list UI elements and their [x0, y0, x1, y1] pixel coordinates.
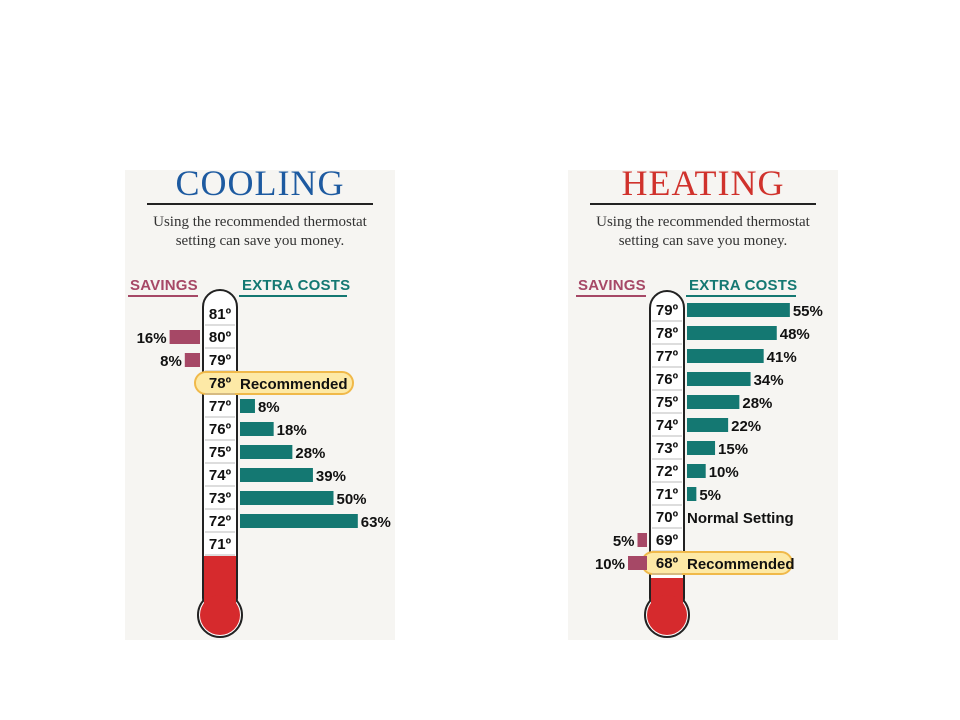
cooling-savings-header: SAVINGS: [130, 277, 198, 294]
heating-title-underline: [590, 203, 816, 205]
savings-bar: [637, 533, 647, 547]
extra-cost-bar: [240, 468, 313, 482]
temperature-label: 76º: [656, 371, 679, 388]
cooling-extra-underline: [239, 295, 347, 297]
temperature-label: 80º: [209, 329, 232, 346]
extra-cost-value: 22%: [731, 418, 761, 435]
temperature-label: 76º: [209, 421, 232, 438]
cooling-title-underline: [147, 203, 373, 205]
temperature-label: 78º: [656, 325, 679, 342]
extra-cost-value: 5%: [699, 487, 721, 504]
extra-cost-bar: [240, 399, 255, 413]
cooling-subtitle-line-1: Using the recommended thermostat: [153, 214, 367, 230]
extra-cost-bar: [687, 326, 777, 340]
temperature-label: 75º: [656, 394, 679, 411]
temperature-label: 72º: [656, 463, 679, 480]
extra-cost-bar: [687, 303, 790, 317]
temperature-label: 74º: [656, 417, 679, 434]
extra-cost-value: 55%: [793, 303, 823, 320]
temperature-label: 79º: [656, 302, 679, 319]
temperature-label: 74º: [209, 467, 232, 484]
temperature-label: 71º: [656, 486, 679, 503]
recommended-label: Recommended: [687, 556, 795, 573]
temperature-label: 71º: [209, 536, 232, 553]
cooling-title: COOLING: [175, 163, 345, 203]
temperature-label: 75º: [209, 444, 232, 461]
extra-cost-bar: [240, 491, 334, 505]
heating-subtitle: Using the recommended thermostat setting…: [568, 213, 838, 251]
cooling-panel: COOLING Using the recommended thermostat…: [125, 160, 395, 640]
temperature-label: 81º: [209, 306, 232, 323]
extra-cost-bar: [687, 441, 716, 455]
cooling-background: [125, 170, 395, 640]
temperature-label: 73º: [656, 440, 679, 457]
temperature-label: 73º: [209, 490, 232, 507]
heating-extra-underline: [686, 295, 796, 297]
savings-bar: [184, 353, 200, 367]
savings-value: 16%: [137, 330, 167, 347]
savings-bar: [628, 556, 647, 570]
extra-cost-value: 63%: [361, 514, 391, 531]
heating-title: HEATING: [621, 163, 785, 203]
extra-cost-bar: [687, 418, 729, 432]
extra-cost-bar: [240, 422, 274, 436]
heating-extra-header: EXTRA COSTS: [689, 277, 798, 294]
cooling-savings-underline: [128, 295, 198, 297]
heating-thermometer-chart: 79º 55% 78º 48% 77º 41% 76º 34% 75º 28% 74º 22% 73º 1…: [595, 290, 823, 638]
savings-bar: [169, 330, 200, 344]
extra-cost-bar: [687, 372, 751, 386]
temperature-label: 72º: [209, 513, 232, 530]
heating-panel: HEATING Using the recommended thermostat…: [568, 160, 838, 640]
extra-cost-value: 18%: [277, 422, 307, 439]
heating-savings-header: SAVINGS: [578, 277, 646, 294]
extra-cost-bar: [687, 464, 706, 478]
heating-subtitle-line-1: Using the recommended thermostat: [596, 214, 810, 230]
extra-cost-value: 28%: [295, 445, 325, 462]
extra-cost-value: 50%: [337, 491, 367, 508]
cooling-extra-header: EXTRA COSTS: [242, 277, 351, 294]
cooling-subtitle-line-2: setting can save you money.: [175, 233, 345, 249]
heating-savings-underline: [576, 295, 646, 297]
thermometer-mercury-bulb: [647, 595, 687, 635]
extra-cost-value: 15%: [718, 441, 748, 458]
cooling-subtitle: Using the recommended thermostat setting…: [125, 213, 395, 251]
extra-cost-bar: [687, 395, 740, 409]
thermometer-mercury-bulb: [200, 595, 240, 635]
extra-cost-bar: [240, 514, 358, 528]
extra-cost-bar: [240, 445, 293, 459]
temperature-label: 70º: [656, 509, 679, 526]
heating-subtitle-line-2: setting can save you money.: [618, 233, 788, 249]
cooling-thermometer-chart: 81º 80º 16% 79º 8% 78º Recommended 77º 8% 76º 18% 7…: [137, 289, 391, 638]
savings-value: 5%: [613, 533, 635, 550]
extra-cost-value: 28%: [742, 395, 772, 412]
temperature-label: 68º: [656, 555, 679, 572]
temperature-label: 78º: [209, 375, 232, 392]
extra-cost-value: 34%: [754, 372, 784, 389]
extra-cost-value: 39%: [316, 468, 346, 485]
temperature-label: 79º: [209, 352, 232, 369]
recommended-label: Recommended: [240, 376, 348, 393]
extra-cost-bar: [687, 349, 764, 363]
extra-cost-value: 8%: [258, 399, 280, 416]
extra-cost-bar: [687, 487, 697, 501]
extra-cost-value: 48%: [780, 326, 810, 343]
savings-value: 10%: [595, 556, 625, 573]
temperature-label: 77º: [209, 398, 232, 415]
extra-cost-value: 41%: [767, 349, 797, 366]
normal-setting-label: Normal Setting: [687, 510, 794, 527]
recommended-highlight: [194, 371, 354, 395]
temperature-label: 77º: [656, 348, 679, 365]
temperature-label: 69º: [656, 532, 679, 549]
savings-value: 8%: [160, 353, 182, 370]
extra-cost-value: 10%: [709, 464, 739, 481]
